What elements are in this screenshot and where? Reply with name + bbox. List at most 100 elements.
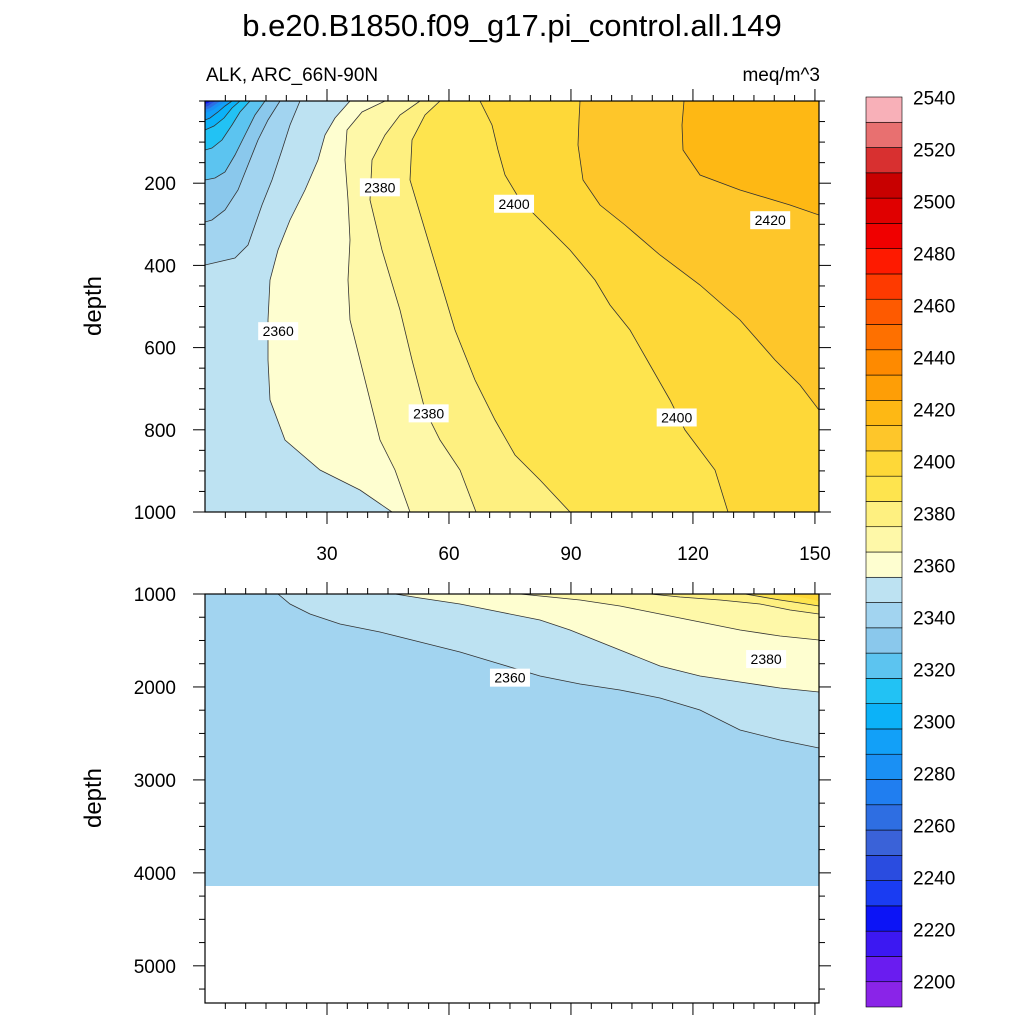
contour-label-text: 2400 bbox=[661, 409, 692, 425]
y-tick-label: 1000 bbox=[134, 503, 176, 524]
contour-line bbox=[205, 101, 241, 131]
fill-2400-2410 bbox=[778, 594, 819, 601]
colorbar-box bbox=[865, 501, 903, 528]
contour-label-text: 2360 bbox=[494, 670, 525, 686]
contour-label-text: 2380 bbox=[413, 405, 444, 421]
colorbar-box bbox=[865, 804, 903, 831]
contour-label: 2400 bbox=[494, 194, 535, 213]
colorbar-box bbox=[865, 400, 903, 426]
y-tick-label: 3000 bbox=[134, 771, 176, 792]
colorbar-box bbox=[865, 450, 903, 477]
contour-label: 2380 bbox=[359, 178, 400, 197]
colorbar: 2200 2220 2240 2260 2280 2300 2320 2340 2360 2380… bbox=[865, 89, 955, 1008]
colorbar-label: 2460 bbox=[913, 297, 955, 318]
y-tick-label: 800 bbox=[144, 421, 176, 442]
upper-panel: 2380 2400 2420 2360 2380 2400 200 400 600 800 100… bbox=[80, 89, 831, 565]
colorbar-box bbox=[865, 576, 903, 603]
colorbar-label: 2320 bbox=[913, 661, 955, 682]
upper-contour-fill bbox=[205, 101, 819, 512]
colorbar-label: 2200 bbox=[913, 973, 955, 994]
colorbar-box bbox=[865, 223, 903, 249]
x-tick-label: 60 bbox=[438, 544, 459, 565]
lower-contour-labels: 2360 2380 bbox=[489, 650, 787, 687]
colorbar-box bbox=[865, 374, 903, 401]
colorbar-box bbox=[865, 324, 903, 351]
upper-contour-labels: 2380 2400 2420 2360 2380 2400 bbox=[258, 178, 791, 427]
colorbar-label: 2280 bbox=[913, 765, 955, 786]
colorbar-box bbox=[865, 475, 903, 502]
colorbar-box bbox=[865, 829, 903, 856]
right-subtitle: meq/m^3 bbox=[742, 65, 820, 86]
colorbar-box bbox=[865, 273, 903, 300]
colorbar-box bbox=[865, 602, 903, 629]
contour-label: 2380 bbox=[746, 650, 787, 669]
chart-title: b.e20.B1850.f09_g17.pi_control.all.149 bbox=[242, 8, 782, 43]
colorbar-box bbox=[865, 147, 903, 174]
colorbar-label: 2240 bbox=[913, 869, 955, 890]
contour-label-box bbox=[750, 211, 791, 230]
colorbar-box bbox=[865, 678, 903, 704]
x-tick-label: 30 bbox=[316, 544, 337, 565]
colorbar-box bbox=[865, 728, 903, 755]
contour-label-box bbox=[359, 178, 400, 197]
colorbar-box bbox=[865, 526, 903, 553]
contour-line bbox=[519, 594, 819, 641]
colorbar-box bbox=[865, 779, 903, 806]
upper-contour-lines bbox=[205, 101, 819, 512]
y-tick-label: 400 bbox=[144, 256, 176, 277]
contour-label: 2360 bbox=[489, 668, 530, 687]
colorbar-box bbox=[865, 981, 903, 1008]
contour-line bbox=[681, 101, 819, 216]
y-tick-label: 4000 bbox=[134, 864, 176, 885]
contour-line bbox=[369, 101, 477, 512]
contour-line bbox=[205, 101, 251, 151]
upper-y-axis-title: depth bbox=[80, 276, 107, 336]
x-tick-label: 90 bbox=[560, 544, 581, 565]
lower-plot-frame bbox=[204, 593, 820, 1004]
contour-line bbox=[577, 101, 819, 411]
x-tick-label: 120 bbox=[677, 544, 709, 565]
contour-line bbox=[409, 101, 571, 512]
contour-label: 2380 bbox=[408, 404, 449, 423]
contour-line bbox=[394, 594, 819, 693]
colorbar-label: 2220 bbox=[913, 921, 955, 942]
contour-line bbox=[479, 101, 729, 512]
colorbar-box bbox=[865, 930, 903, 957]
y-tick-label: 1000 bbox=[134, 585, 176, 606]
colorbar-box bbox=[865, 349, 903, 376]
contour-line bbox=[205, 101, 266, 181]
fill-2220-2240 bbox=[205, 101, 211, 104]
colorbar-label: 2380 bbox=[913, 505, 955, 526]
lower-x-axis bbox=[224, 582, 816, 1015]
contour-label-box bbox=[746, 650, 787, 669]
colorbar-label: 2540 bbox=[913, 89, 955, 110]
upper-x-axis: 30 60 90 120 150 bbox=[224, 89, 831, 565]
colorbar-box bbox=[865, 248, 903, 275]
colorbar-box bbox=[865, 855, 903, 881]
contour-label-box bbox=[494, 194, 535, 213]
colorbar-boxes bbox=[865, 96, 903, 1008]
x-tick-label: 150 bbox=[799, 544, 831, 565]
colorbar-box bbox=[865, 703, 903, 730]
fill-2370-2380 bbox=[520, 594, 819, 640]
contour-line bbox=[205, 101, 301, 266]
y-tick-label: 200 bbox=[144, 174, 176, 195]
colorbar-labels: 2200 2220 2240 2260 2280 2300 2320 2340 2360 2380… bbox=[913, 89, 955, 994]
colorbar-box bbox=[865, 172, 903, 199]
colorbar-box bbox=[865, 551, 903, 578]
colorbar-label: 2480 bbox=[913, 245, 955, 266]
colorbar-box bbox=[865, 121, 903, 148]
colorbar-box bbox=[865, 652, 903, 679]
contour-label-box bbox=[408, 404, 449, 423]
colorbar-box bbox=[865, 298, 903, 325]
contour-line bbox=[267, 101, 393, 512]
colorbar-label: 2360 bbox=[913, 557, 955, 578]
colorbar-label: 2340 bbox=[913, 609, 955, 630]
contour-label-text: 2400 bbox=[498, 196, 529, 212]
colorbar-label: 2400 bbox=[913, 453, 955, 474]
lower-contour-fill bbox=[205, 594, 819, 886]
colorbar-label: 2420 bbox=[913, 401, 955, 422]
colorbar-box bbox=[865, 425, 903, 452]
fill-2420-2430 bbox=[682, 101, 819, 215]
